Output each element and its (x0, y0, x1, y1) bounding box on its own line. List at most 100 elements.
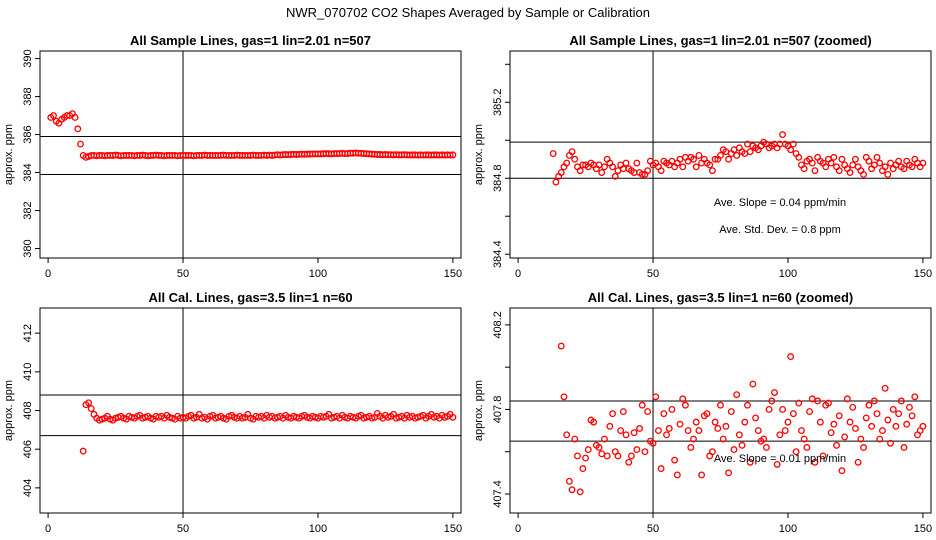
chart-annotation: Ave. Slope = 0.01 ppm/min (714, 453, 846, 465)
data-point (876, 159, 884, 167)
data-point (725, 469, 733, 477)
data-point (725, 155, 733, 163)
data-point (868, 422, 876, 430)
data-point (698, 471, 706, 479)
y-tick-label: 382 (22, 201, 34, 219)
data-point (800, 435, 808, 443)
x-tick-label: 150 (914, 523, 932, 535)
data-point (811, 167, 819, 175)
data-point (79, 447, 87, 455)
data-point (900, 444, 908, 451)
data-point (449, 151, 457, 159)
data-point (574, 452, 581, 460)
data-point (749, 380, 757, 388)
data-point (627, 452, 635, 460)
data-point (622, 431, 630, 439)
data-point (606, 422, 614, 430)
data-point (622, 159, 630, 167)
data-point (841, 433, 849, 441)
data-point (789, 410, 797, 418)
data-point (746, 458, 754, 466)
data-point (673, 471, 681, 479)
data-point (895, 157, 903, 165)
x-tick-label: 0 (515, 268, 521, 280)
data-point (795, 399, 803, 407)
data-point (878, 427, 886, 435)
data-point (779, 405, 787, 413)
data-point (85, 399, 93, 407)
data-point (838, 155, 846, 163)
data-point (630, 429, 638, 437)
data-point (811, 458, 819, 466)
data-point (690, 155, 697, 163)
data-point (708, 167, 716, 175)
data-point (719, 435, 727, 443)
y-tick-label: 410 (22, 363, 34, 381)
data-point (625, 458, 633, 466)
data-point (911, 393, 919, 401)
data-point (549, 150, 557, 158)
data-point (695, 151, 703, 159)
data-point (735, 431, 743, 439)
data-point (806, 408, 814, 416)
x-tick-label: 0 (45, 523, 51, 535)
data-point (584, 446, 592, 454)
data-point (776, 431, 784, 439)
data-point (563, 431, 571, 439)
y-axis-label: approx. ppm (473, 380, 485, 441)
data-point (722, 422, 730, 430)
data-point (692, 418, 700, 426)
y-tick-label: 384.8 (492, 164, 504, 192)
data-point (692, 163, 700, 171)
data-point (851, 155, 859, 163)
data-point (781, 427, 789, 435)
y-axis-label: approx. ppm (473, 124, 485, 185)
data-point (846, 169, 854, 176)
data-point (644, 167, 652, 175)
data-point (595, 444, 603, 451)
y-tick-label: 404 (22, 479, 34, 497)
data-point (619, 408, 627, 416)
data-point (652, 393, 660, 401)
data-point (762, 444, 770, 451)
data-point (703, 410, 711, 418)
y-tick-label: 388 (22, 87, 34, 105)
data-point (789, 140, 797, 148)
data-point (708, 448, 716, 456)
data-point (671, 456, 679, 464)
data-point (851, 425, 859, 432)
x-tick-label: 100 (779, 268, 797, 280)
data-point (74, 125, 82, 133)
data-point (835, 167, 843, 175)
data-point (838, 467, 846, 475)
data-point (792, 448, 800, 456)
chart-panel-1: All Sample Lines, gas=1 lin=2.01 n=507 0 5… (3, 33, 462, 280)
x-tick-label: 50 (647, 523, 659, 535)
data-point (617, 427, 625, 435)
data-point (633, 159, 641, 167)
data-point (676, 420, 684, 428)
data-point (808, 159, 816, 167)
data-point (568, 486, 576, 494)
data-point (609, 410, 617, 418)
y-tick-label: 384 (22, 163, 34, 181)
data-point (773, 460, 781, 468)
plot-frame (509, 50, 932, 259)
data-point (638, 401, 646, 409)
data-point (727, 408, 735, 416)
data-point (598, 169, 606, 176)
y-tick-label: 384.4 (492, 240, 504, 268)
data-point (784, 418, 792, 426)
chart-panel-3: All Cal. Lines, gas=3.5 lin=1 n=60 0 50 100… (3, 290, 462, 535)
data-point (779, 131, 787, 139)
y-tick-label: 407.4 (492, 480, 504, 508)
plot-frame (509, 307, 932, 514)
data-point (908, 412, 916, 420)
data-point (687, 444, 695, 451)
data-point (657, 167, 665, 175)
data-point (557, 169, 565, 176)
data-point (557, 342, 565, 350)
data-point (576, 167, 584, 175)
chart-title: All Cal. Lines, gas=3.5 lin=1 n=60 (zoom… (588, 290, 854, 305)
